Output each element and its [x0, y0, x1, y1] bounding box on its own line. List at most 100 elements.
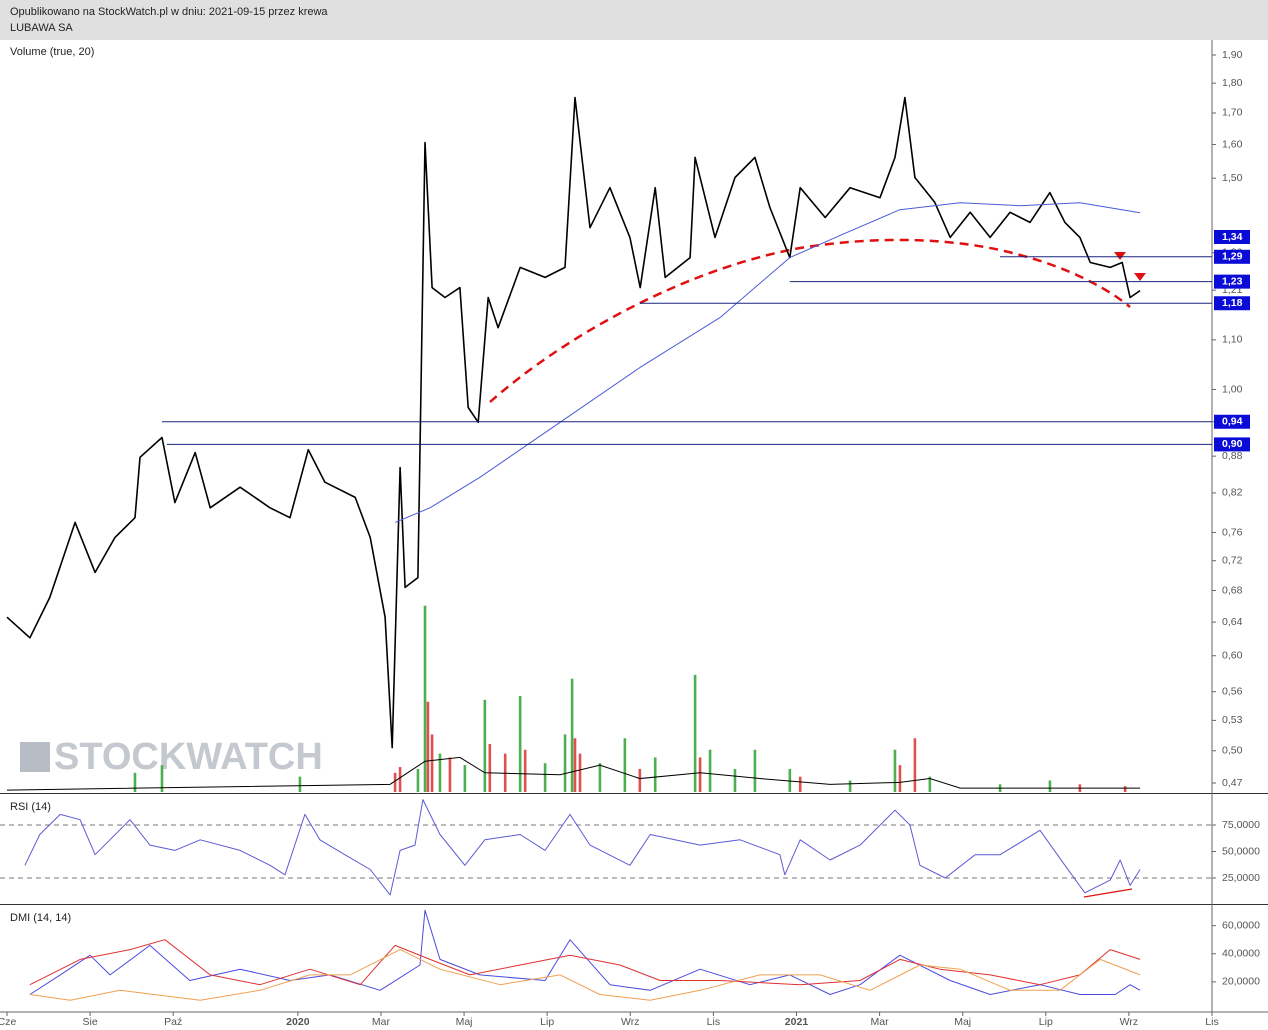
volume-bar: [798, 776, 802, 792]
volume-bar: [426, 701, 430, 792]
volume-bar: [708, 749, 712, 792]
header-line1: Opublikowano na StockWatch.pl w dniu: 20…: [10, 6, 328, 18]
x-tick-label: Maj: [456, 1016, 473, 1028]
panel-title: Volume (true, 20): [10, 46, 94, 58]
volume-bar: [430, 734, 434, 792]
y-tick-label: 1,60: [1222, 138, 1243, 150]
volume-average: [6, 756, 1141, 791]
y-tick-label: 0,68: [1222, 584, 1243, 596]
y-tick-label: 0,56: [1222, 685, 1243, 697]
x-tick-label: Wrz: [621, 1016, 639, 1028]
volume-bar: [423, 605, 427, 792]
y-tick-label: 0,60: [1222, 650, 1243, 662]
y-tick-label: 0,82: [1222, 487, 1243, 499]
level-box: [1214, 229, 1250, 244]
series-line: [394, 202, 1141, 523]
x-tick-label: Wrz: [1120, 1016, 1138, 1028]
y-tick-label: 1,90: [1222, 49, 1243, 61]
y-tick-label: 0,64: [1222, 616, 1243, 628]
x-tick-label: 2021: [785, 1016, 809, 1028]
header-line2: LUBAWA SA: [10, 22, 73, 34]
volume-bar: [503, 753, 507, 792]
header-bar: [0, 0, 1268, 40]
y-tick-label: 50,0000: [1222, 845, 1260, 857]
y-tick-label: 0,47: [1222, 777, 1243, 789]
panel-title: DMI (14, 14): [10, 912, 71, 924]
volume-bar: [438, 753, 442, 792]
y-tick-label: 20,0000: [1222, 976, 1260, 988]
y-tick-label: 1,50: [1222, 172, 1243, 184]
volume-bar: [160, 765, 164, 792]
x-tick-label: 2020: [286, 1016, 310, 1028]
volume-bar: [928, 776, 932, 792]
volume-bar: [463, 765, 467, 792]
volume-bar: [788, 768, 792, 792]
volume-bar: [298, 776, 302, 792]
series-line: [6, 96, 1141, 749]
watermark-icon: [20, 742, 50, 772]
y-tick-label: 60,0000: [1222, 919, 1260, 931]
volume-bar: [653, 757, 657, 792]
volume-bar: [598, 763, 602, 792]
level-box: [1214, 414, 1250, 429]
level-label: 0,94: [1222, 416, 1243, 428]
volume-bar: [913, 738, 917, 792]
volume-bar: [733, 768, 737, 792]
series-line: [29, 949, 1141, 1001]
volume-bar: [578, 753, 582, 792]
level-label: 1,18: [1222, 297, 1243, 309]
volume-bar: [623, 738, 627, 792]
level-label: 1,23: [1222, 275, 1243, 287]
volume-bar: [483, 699, 487, 792]
trend-arc: [489, 238, 1131, 403]
volume-bar: [638, 768, 642, 792]
y-tick-label: 0,53: [1222, 714, 1243, 726]
y-tick-label: 0,50: [1222, 745, 1243, 757]
y-tick-label: 40,0000: [1222, 948, 1260, 960]
y-tick-label: 0,88: [1222, 450, 1243, 462]
y-tick-label: 25,0000: [1222, 872, 1260, 884]
volume-bar: [518, 696, 522, 792]
series-line: [29, 939, 1141, 986]
watermark: STOCKWATCH: [54, 736, 323, 778]
signal-marker: [1134, 273, 1146, 281]
volume-bar: [698, 757, 702, 792]
y-tick-label: 1,70: [1222, 107, 1243, 119]
x-tick-label: Paź: [164, 1016, 182, 1028]
level-label: 0,90: [1222, 438, 1243, 450]
x-tick-label: Maj: [954, 1016, 971, 1028]
volume-bar: [1123, 786, 1127, 792]
level-box: [1214, 249, 1250, 264]
level-box: [1214, 296, 1250, 311]
volume-bar: [693, 674, 697, 792]
x-tick-label: Lis: [707, 1016, 720, 1028]
level-box: [1214, 437, 1250, 452]
level-label: 1,29: [1222, 251, 1243, 263]
volume-bar: [448, 757, 452, 792]
x-tick-label: Mar: [871, 1016, 890, 1028]
y-tick-label: 75,0000: [1222, 819, 1260, 831]
volume-bar: [848, 780, 852, 792]
x-tick-label: Lip: [540, 1016, 554, 1028]
series-line: [24, 799, 1141, 896]
y-tick-label: 1,80: [1222, 77, 1243, 89]
volume-bar: [398, 767, 402, 792]
volume-bar: [523, 749, 527, 792]
x-tick-label: Lis: [1205, 1016, 1218, 1028]
x-tick-label: Cze: [0, 1016, 16, 1028]
y-tick-label: 0,76: [1222, 526, 1243, 538]
volume-bar: [416, 768, 420, 792]
panel-title: RSI (14): [10, 801, 51, 813]
x-tick-label: Sie: [83, 1016, 98, 1028]
volume-bar: [1048, 780, 1052, 792]
volume-bar: [563, 734, 567, 792]
signal-marker: [1114, 252, 1126, 260]
x-tick-label: Mar: [372, 1016, 391, 1028]
volume-bar: [893, 749, 897, 792]
volume-bar: [570, 678, 574, 792]
volume-bar: [753, 749, 757, 792]
series-line: [29, 909, 1141, 995]
divergence-line: [1083, 888, 1133, 898]
